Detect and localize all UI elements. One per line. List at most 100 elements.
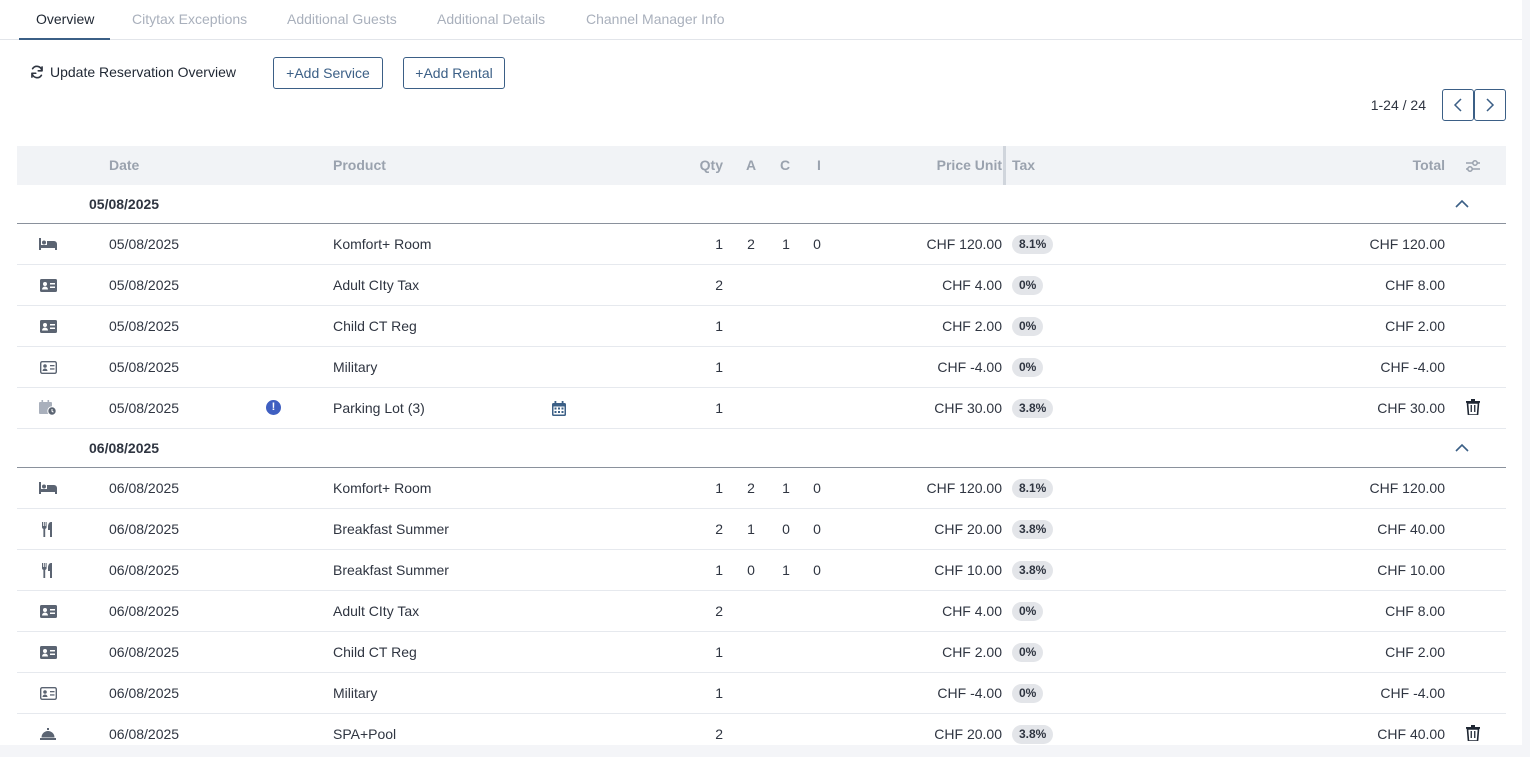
- row-adults: 1: [747, 521, 755, 537]
- row-product: Komfort+ Room: [333, 480, 432, 496]
- row-qty: 1: [715, 400, 723, 416]
- row-price-unit: CHF 10.00: [934, 562, 1002, 578]
- row-total: CHF 2.00: [1385, 318, 1445, 334]
- group-row: 05/08/2025: [17, 185, 1506, 224]
- column-header-total[interactable]: Total: [1412, 157, 1445, 173]
- row-date: 06/08/2025: [109, 726, 180, 742]
- column-header-qty[interactable]: Qty: [699, 157, 723, 173]
- row-qty: 1: [715, 644, 723, 660]
- row-total: CHF -4.00: [1380, 359, 1445, 375]
- row-product: Military: [333, 359, 378, 375]
- tax-badge: 3.8%: [1012, 561, 1054, 580]
- row-product: Adult CIty Tax: [333, 603, 420, 619]
- row-total: CHF 40.00: [1377, 726, 1445, 742]
- tax-badge: 0%: [1012, 684, 1044, 703]
- tax-badge: 8.1%: [1012, 235, 1054, 254]
- update-reservation-overview-button[interactable]: Update Reservation Overview: [30, 62, 236, 82]
- row-adults: 0: [747, 562, 755, 578]
- add-rental-button[interactable]: +Add Rental: [403, 57, 505, 89]
- column-header-infants[interactable]: I: [817, 157, 821, 173]
- row-infants: 0: [813, 480, 821, 496]
- table-row: 06/08/2025 Breakfast Summer 1 0 1 0 CHF 10.00 3…: [17, 550, 1506, 591]
- tab-additional-details[interactable]: Additional Details: [437, 11, 546, 27]
- column-header-adults[interactable]: A: [746, 157, 757, 173]
- column-resize-handle[interactable]: [1003, 146, 1006, 185]
- calendar-icon[interactable]: [552, 401, 566, 416]
- column-settings-icon[interactable]: [1465, 159, 1481, 173]
- row-qty: 2: [715, 277, 723, 293]
- row-qty: 2: [715, 603, 723, 619]
- tab-bar: Overview Citytax Exceptions Additional G…: [0, 0, 1522, 40]
- row-total: CHF 120.00: [1369, 480, 1445, 496]
- tab-overview[interactable]: Overview: [18, 0, 111, 40]
- row-product: Komfort+ Room: [333, 236, 432, 252]
- tax-badge: 8.1%: [1012, 479, 1054, 498]
- chevron-up-icon: [1454, 198, 1470, 214]
- row-product: SPA+Pool: [333, 726, 397, 742]
- row-qty: 1: [715, 480, 723, 496]
- collapse-group-button[interactable]: [1454, 197, 1470, 211]
- row-total: CHF 30.00: [1377, 400, 1445, 416]
- row-date: 05/08/2025: [109, 400, 180, 416]
- row-date: 05/08/2025: [109, 236, 180, 252]
- row-qty: 1: [715, 685, 723, 701]
- row-date: 05/08/2025: [109, 318, 180, 334]
- calendar-clock-icon: [39, 400, 57, 416]
- next-page-button[interactable]: [1474, 89, 1506, 121]
- tax-badge: 3.8%: [1012, 520, 1054, 539]
- service-bell-icon: [39, 726, 57, 742]
- row-qty: 1: [715, 359, 723, 375]
- row-children: 1: [782, 562, 790, 578]
- row-adults: 2: [747, 236, 755, 252]
- row-price-unit: CHF -4.00: [937, 359, 1002, 375]
- row-price-unit: CHF 20.00: [934, 726, 1002, 742]
- row-total: CHF 8.00: [1385, 603, 1445, 619]
- table-row: 05/08/2025 Military 1 CHF -4.00 0% CHF -4.00: [17, 347, 1506, 388]
- column-header-tax[interactable]: Tax: [1012, 157, 1036, 173]
- row-date: 06/08/2025: [109, 480, 180, 496]
- row-total: CHF 10.00: [1377, 562, 1445, 578]
- row-product: Adult CIty Tax: [333, 277, 420, 293]
- tax-badge: 0%: [1012, 276, 1044, 295]
- table-row: 06/08/2025 Military 1 CHF -4.00 0% CHF -4.00: [17, 673, 1506, 714]
- tab-additional-guests[interactable]: Additional Guests: [287, 11, 397, 27]
- row-product: Breakfast Summer: [333, 521, 449, 537]
- row-infants: 0: [813, 521, 821, 537]
- row-price-unit: CHF 20.00: [934, 521, 1002, 537]
- row-price-unit: CHF -4.00: [937, 685, 1002, 701]
- row-product: Parking Lot (3): [333, 400, 425, 416]
- row-children: 1: [782, 236, 790, 252]
- row-date: 06/08/2025: [109, 603, 180, 619]
- row-total: CHF 2.00: [1385, 644, 1445, 660]
- row-price-unit: CHF 4.00: [942, 277, 1002, 293]
- row-price-unit: CHF 120.00: [926, 480, 1002, 496]
- table-row: 05/08/2025 Child CT Reg 1 CHF 2.00 0% CHF 2.0…: [17, 306, 1506, 347]
- tab-citytax-exceptions[interactable]: Citytax Exceptions: [132, 11, 248, 27]
- column-header-date[interactable]: Date: [109, 157, 140, 173]
- row-total: CHF -4.00: [1380, 685, 1445, 701]
- collapse-group-button[interactable]: [1454, 441, 1470, 455]
- trash-icon[interactable]: [1466, 725, 1480, 742]
- chevron-up-icon: [1454, 442, 1470, 458]
- row-children: 1: [782, 480, 790, 496]
- column-header-product[interactable]: Product: [333, 157, 386, 173]
- row-date: 05/08/2025: [109, 359, 180, 375]
- column-header-children[interactable]: C: [780, 157, 791, 173]
- tab-channel-manager-info[interactable]: Channel Manager Info: [586, 11, 725, 27]
- row-children: 0: [782, 521, 790, 537]
- tax-badge: 0%: [1012, 643, 1044, 662]
- row-product: Breakfast Summer: [333, 562, 449, 578]
- utensils-icon: [39, 562, 57, 578]
- column-header-price-unit[interactable]: Price Unit: [936, 157, 1002, 173]
- row-qty: 1: [715, 236, 723, 252]
- table-row: 05/08/2025 Adult CIty Tax 2 CHF 4.00 0% CHF 8…: [17, 265, 1506, 306]
- row-total: CHF 8.00: [1385, 277, 1445, 293]
- pagination-range: 1-24 / 24: [1370, 97, 1426, 113]
- previous-page-button[interactable]: [1442, 89, 1474, 121]
- bed-icon: [39, 236, 57, 252]
- group-date: 06/08/2025: [89, 440, 160, 456]
- trash-icon[interactable]: [1466, 399, 1480, 416]
- add-service-button[interactable]: +Add Service: [273, 57, 383, 89]
- row-product: Child CT Reg: [333, 318, 417, 334]
- table-row: 06/08/2025 Adult CIty Tax 2 CHF 4.00 0% CHF 8…: [17, 591, 1506, 632]
